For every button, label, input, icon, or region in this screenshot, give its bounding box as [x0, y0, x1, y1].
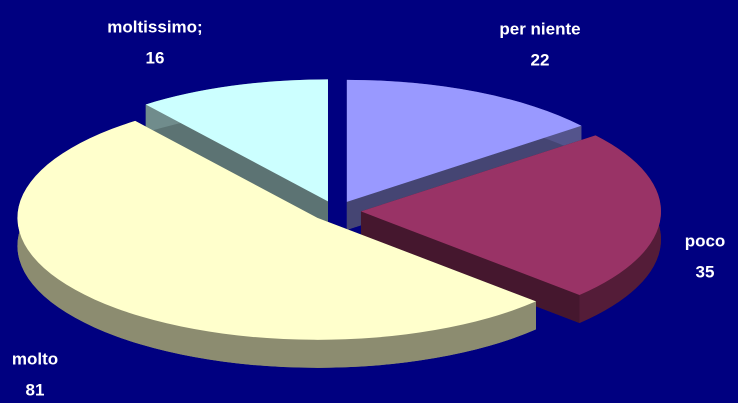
- slice-label: moltissimo;: [107, 17, 202, 36]
- slice-wall: [145, 104, 328, 230]
- slice-wall: [360, 211, 580, 324]
- slice-value: 16: [146, 48, 165, 67]
- slice-value: 81: [26, 380, 45, 399]
- slice: [145, 79, 328, 202]
- slice-label: poco: [685, 231, 726, 250]
- slice-side: [17, 120, 536, 368]
- slice: [17, 120, 536, 340]
- slice: [360, 135, 661, 296]
- slice-label: per niente: [499, 19, 580, 38]
- slice-label: molto: [12, 349, 58, 368]
- slice-value: 22: [531, 50, 550, 69]
- slice: [346, 79, 582, 202]
- slice-value: 35: [696, 262, 715, 281]
